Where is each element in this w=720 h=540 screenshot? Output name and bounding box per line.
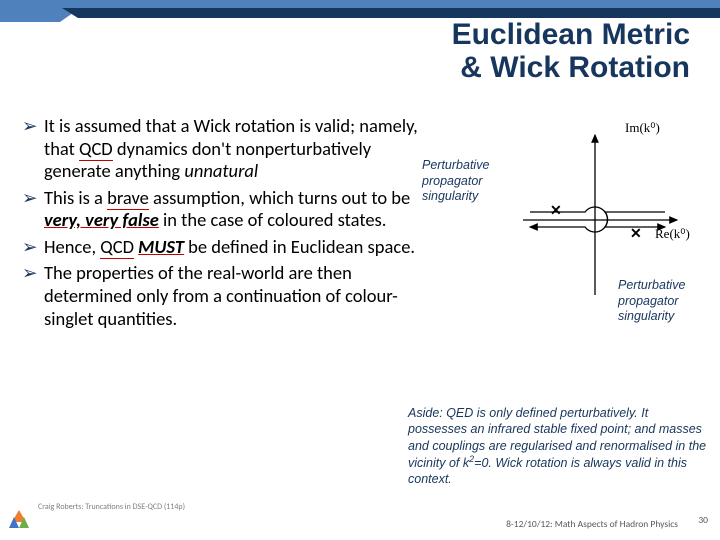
bullet-1: It is assumed that a Wick rotation is va… — [22, 115, 422, 183]
footer-event: 8-12/10/12: Math Aspects of Hadron Physi… — [506, 518, 678, 530]
bullet-3-pre: Hence, — [44, 235, 100, 258]
title-line2: & Wick Rotation — [460, 51, 690, 84]
im-axis-label: Im(k⁰) — [625, 120, 660, 135]
bullet-2-post: in the case of coloured states. — [159, 208, 387, 231]
label-top-1: Perturbative — [422, 158, 489, 172]
label-top-2: propagator — [422, 174, 482, 188]
label-right-2: propagator — [618, 294, 678, 308]
logo-icon — [8, 508, 30, 530]
bullet-2-false: very, very false — [44, 208, 159, 231]
bullet-list: It is assumed that a Wick rotation is va… — [22, 115, 422, 334]
page-number: 30 — [698, 514, 708, 526]
bullet-4-text: The properties of the real-world are the… — [44, 261, 398, 329]
singularity-label-top: Perturbative propagator singularity — [422, 158, 489, 205]
bullet-1-unnatural: unnatural — [184, 159, 258, 182]
bullet-4: The properties of the real-world are the… — [22, 262, 422, 330]
title-line1: Euclidean Metric — [452, 18, 690, 51]
singularity-left: ✕ — [550, 202, 562, 219]
bullet-2-mid: assumption, which turns out to be — [149, 186, 410, 209]
label-right-1: Perturbative — [618, 278, 685, 292]
singularity-label-right: Perturbative propagator singularity — [618, 278, 685, 325]
bullet-3-qcd: QCD — [100, 235, 134, 259]
bullet-3-must: MUST — [138, 235, 184, 258]
aside-note: Aside: QED is only defined perturbativel… — [408, 405, 708, 487]
bullet-2: This is a brave assumption, which turns … — [22, 187, 422, 232]
bullet-3: Hence, QCD MUST be defined in Euclidean … — [22, 236, 422, 259]
label-right-3: singularity — [618, 309, 674, 323]
label-top-3: singularity — [422, 189, 478, 203]
bullet-2-pre: This is a — [44, 186, 107, 209]
bullet-3-post: be defined in Euclidean space. — [184, 235, 415, 258]
bullet-1-qcd: QCD — [79, 137, 113, 161]
footer-author: Craig Roberts: Truncations in DSE-QCD (1… — [38, 502, 185, 512]
slide-title: Euclidean Metric & Wick Rotation — [452, 18, 690, 84]
re-axis-label: Re(k⁰) — [655, 226, 690, 241]
bullet-2-brave: brave — [107, 186, 149, 210]
